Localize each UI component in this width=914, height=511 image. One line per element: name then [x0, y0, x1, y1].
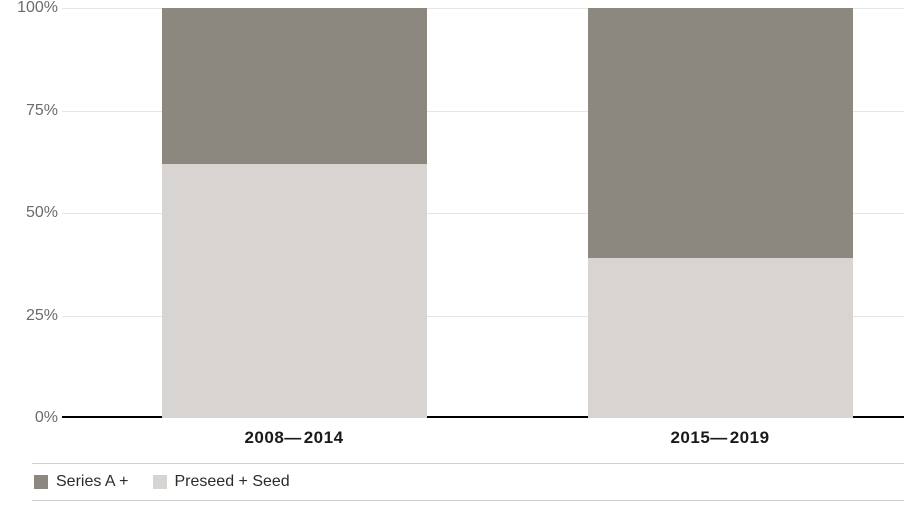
legend-label: Preseed + Seed — [175, 473, 290, 491]
bar-segment-preseed-seed — [588, 258, 853, 418]
legend: Series A + Preseed + Seed — [32, 463, 904, 501]
x-axis-label: 2008— 2014 — [162, 428, 427, 448]
legend-item: Series A + — [34, 473, 129, 491]
stacked-bar-chart: 0% 25% 50% 75% 100% 2008— 2014 2015— 201… — [0, 0, 914, 511]
bar-segment-preseed-seed — [162, 164, 427, 418]
legend-item: Preseed + Seed — [153, 473, 290, 491]
y-axis-label: 25% — [8, 307, 58, 325]
y-axis-label: 75% — [8, 102, 58, 120]
bar-group — [162, 8, 427, 418]
y-axis-label: 50% — [8, 204, 58, 222]
y-axis-label: 0% — [8, 409, 58, 427]
x-axis-label: 2015— 2019 — [588, 428, 853, 448]
bar-segment-series-a-plus — [588, 8, 853, 258]
bar-segment-series-a-plus — [162, 8, 427, 164]
y-axis-label: 100% — [8, 0, 58, 17]
bar-group — [588, 8, 853, 418]
legend-swatch — [34, 475, 48, 489]
plot-area — [62, 8, 904, 418]
legend-swatch — [153, 475, 167, 489]
legend-label: Series A + — [56, 473, 129, 491]
